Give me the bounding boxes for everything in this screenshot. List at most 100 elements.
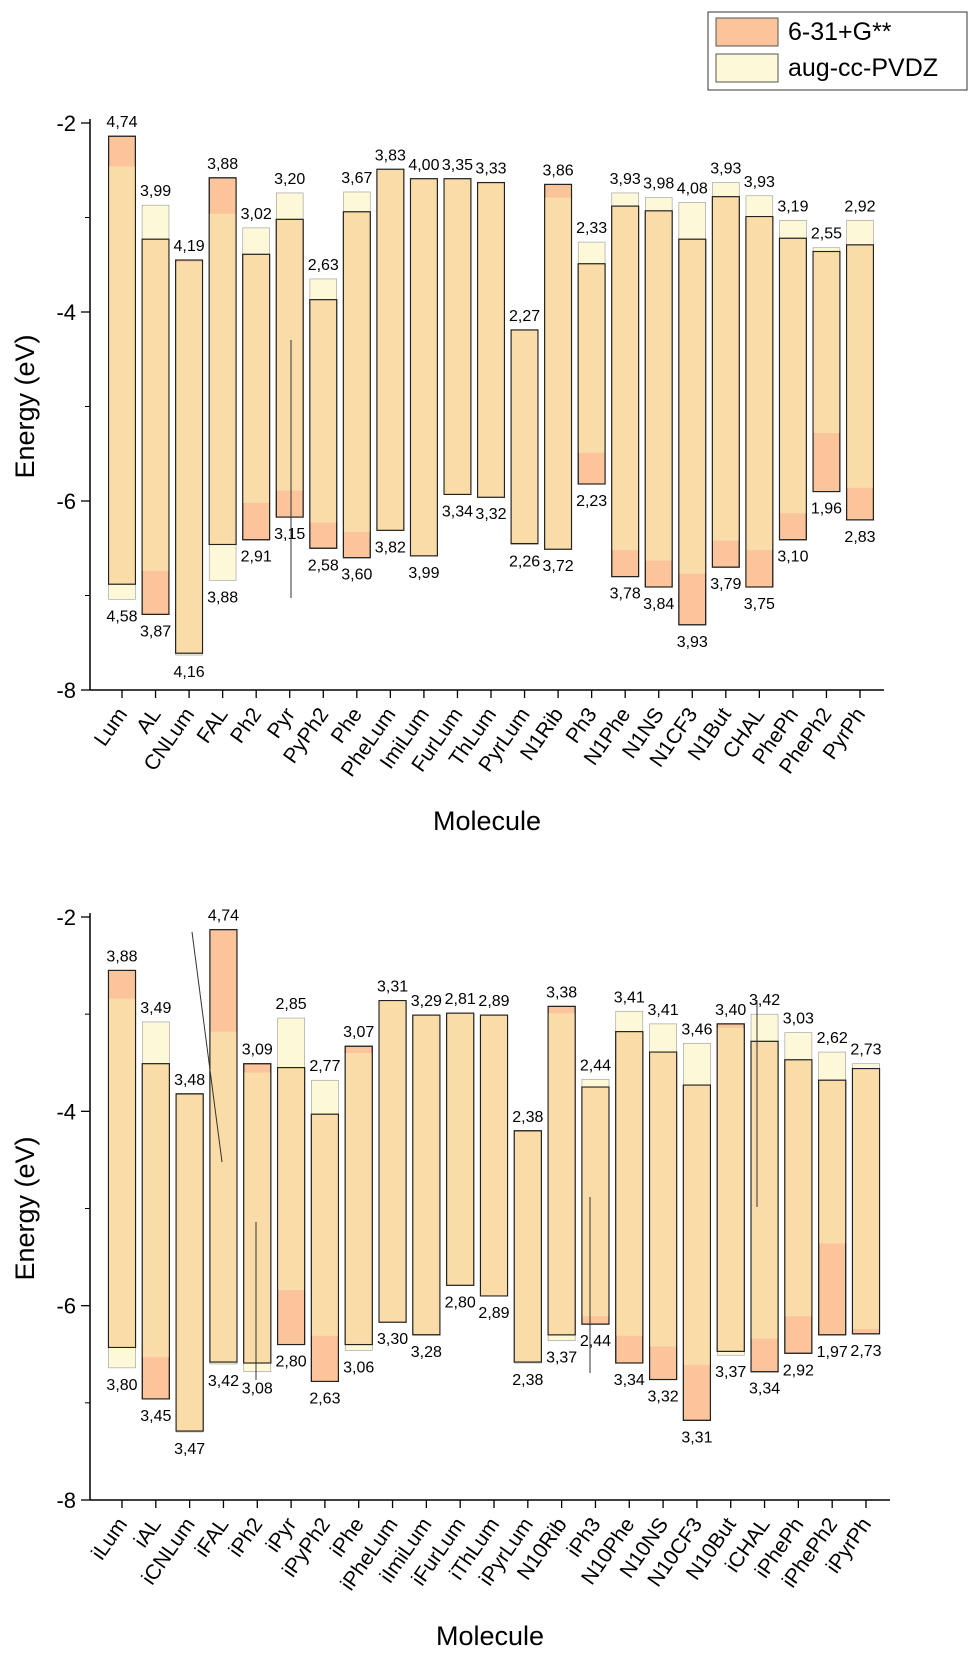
bar-overlap — [480, 1015, 508, 1296]
bar-group — [446, 1012, 475, 1286]
gap-label-6-31g: 2,89 — [478, 993, 509, 1010]
bar-overlap — [108, 998, 136, 1348]
bar-outline — [513, 1130, 542, 1363]
bar-group — [376, 168, 405, 531]
bar-outline — [378, 1000, 407, 1323]
bar-overlap — [548, 1013, 576, 1335]
gap-label-aug-cc-pvdz: 2,83 — [844, 529, 875, 546]
leader-line — [191, 931, 223, 1163]
bar-group — [479, 1014, 509, 1297]
bar-overlap — [615, 1031, 643, 1336]
gap-label-6-31g: 2,92 — [844, 198, 875, 215]
bar-group — [175, 259, 204, 656]
gap-label-6-31g: 2,27 — [509, 308, 540, 325]
bar-overlap — [345, 1053, 373, 1345]
bar-overlap — [176, 1094, 204, 1432]
bar-outline — [275, 218, 304, 518]
bar-group — [818, 1051, 847, 1336]
bar-overlap — [311, 1114, 339, 1336]
bar-overlap — [846, 244, 874, 488]
gap-label-6-31g: 3,42 — [749, 992, 780, 1009]
bar-group — [242, 227, 271, 541]
gap-label-6-31g: 3,86 — [543, 162, 574, 179]
gap-label-aug-cc-pvdz: 3,78 — [610, 586, 641, 603]
gap-label-aug-cc-pvdz: 2,73 — [850, 1343, 881, 1360]
gap-label-6-31g: 3,33 — [475, 161, 506, 178]
bar-group — [778, 220, 807, 541]
gap-label-aug-cc-pvdz: 3,79 — [710, 576, 741, 593]
bar-outline — [108, 135, 136, 585]
bar-outline — [711, 196, 740, 568]
y-tick-label: -2 — [56, 111, 76, 136]
gap-label-6-31g: 2,55 — [811, 226, 842, 243]
bar-outline — [682, 1084, 711, 1421]
bar-group — [812, 247, 841, 493]
gap-label-aug-cc-pvdz: 3,75 — [744, 596, 775, 613]
bar-outline — [745, 216, 774, 588]
y-tick-label: -4 — [56, 300, 76, 325]
gap-label-aug-cc-pvdz: 2,92 — [783, 1362, 814, 1379]
gap-label-6-31g: 3,31 — [377, 979, 408, 996]
bar-group — [141, 1021, 170, 1400]
gap-label-aug-cc-pvdz: 3,32 — [648, 1389, 679, 1406]
bar-outline — [581, 1086, 610, 1325]
bar-outline — [243, 1063, 272, 1364]
bar-overlap — [649, 1052, 677, 1347]
bar-overlap — [581, 1087, 609, 1317]
gap-label-aug-cc-pvdz: 3,10 — [777, 549, 808, 566]
bar-group — [275, 192, 304, 518]
bar-outline — [716, 1023, 745, 1352]
gap-label-6-31g: 3,67 — [341, 170, 372, 187]
bar-outline — [342, 211, 371, 559]
bar-outline — [846, 244, 874, 521]
bar-overlap — [276, 219, 304, 491]
gap-label-6-31g: 3,49 — [140, 1000, 171, 1017]
bar-group — [611, 192, 640, 578]
bar-outline — [678, 238, 707, 626]
bar-outline — [443, 178, 472, 495]
bar-overlap — [477, 183, 505, 498]
bar-overlap — [511, 330, 538, 544]
gap-label-aug-cc-pvdz: 2,89 — [478, 1305, 509, 1322]
bar-group — [716, 1023, 745, 1356]
bar-outline — [644, 210, 673, 588]
gap-label-6-31g: 4,08 — [677, 180, 708, 197]
bar-overlap — [412, 1015, 440, 1334]
gap-label-6-31g: 2,33 — [576, 220, 607, 237]
bar-outline — [477, 181, 505, 498]
y-axis-title: Energy (eV) — [10, 334, 40, 478]
gap-label-6-31g: 3,98 — [643, 176, 674, 193]
y-tick-label: -4 — [56, 1099, 76, 1124]
bar-outline — [277, 1067, 306, 1346]
bar-overlap — [243, 1072, 271, 1363]
gap-label-aug-cc-pvdz: 4,16 — [174, 664, 205, 681]
gap-label-6-31g: 3,88 — [207, 156, 238, 173]
bar-group — [344, 1045, 373, 1351]
bar-group — [342, 191, 371, 559]
gap-label-aug-cc-pvdz: 2,80 — [445, 1294, 476, 1311]
gap-label-aug-cc-pvdz: 2,44 — [580, 1333, 611, 1350]
bar-overlap — [142, 239, 169, 571]
bar-overlap — [142, 1063, 170, 1358]
bar-outline — [479, 1014, 509, 1297]
bar-group — [513, 1130, 542, 1364]
bar-overlap — [818, 1080, 846, 1244]
bar-group — [378, 1000, 407, 1323]
bar-outline — [310, 1113, 339, 1383]
bar-overlap — [277, 1067, 305, 1291]
bar-overlap — [175, 261, 203, 654]
bar-overlap — [683, 1085, 711, 1365]
bar-outline — [577, 263, 606, 485]
gap-label-6-31g: 2,44 — [580, 1057, 611, 1074]
gap-label-aug-cc-pvdz: 3,34 — [749, 1381, 780, 1398]
x-tick-label: Ph2 — [226, 704, 266, 748]
gap-label-aug-cc-pvdz: 3,80 — [106, 1377, 137, 1394]
bar-outline — [544, 183, 573, 550]
bar-outline — [141, 238, 170, 615]
legend-label: aug-cc-PVDZ — [788, 54, 938, 82]
x-axis-title: Molecule — [433, 806, 541, 836]
gap-label-6-31g: 2,81 — [445, 991, 476, 1008]
bar-overlap — [852, 1068, 880, 1329]
bar-group — [644, 197, 673, 588]
